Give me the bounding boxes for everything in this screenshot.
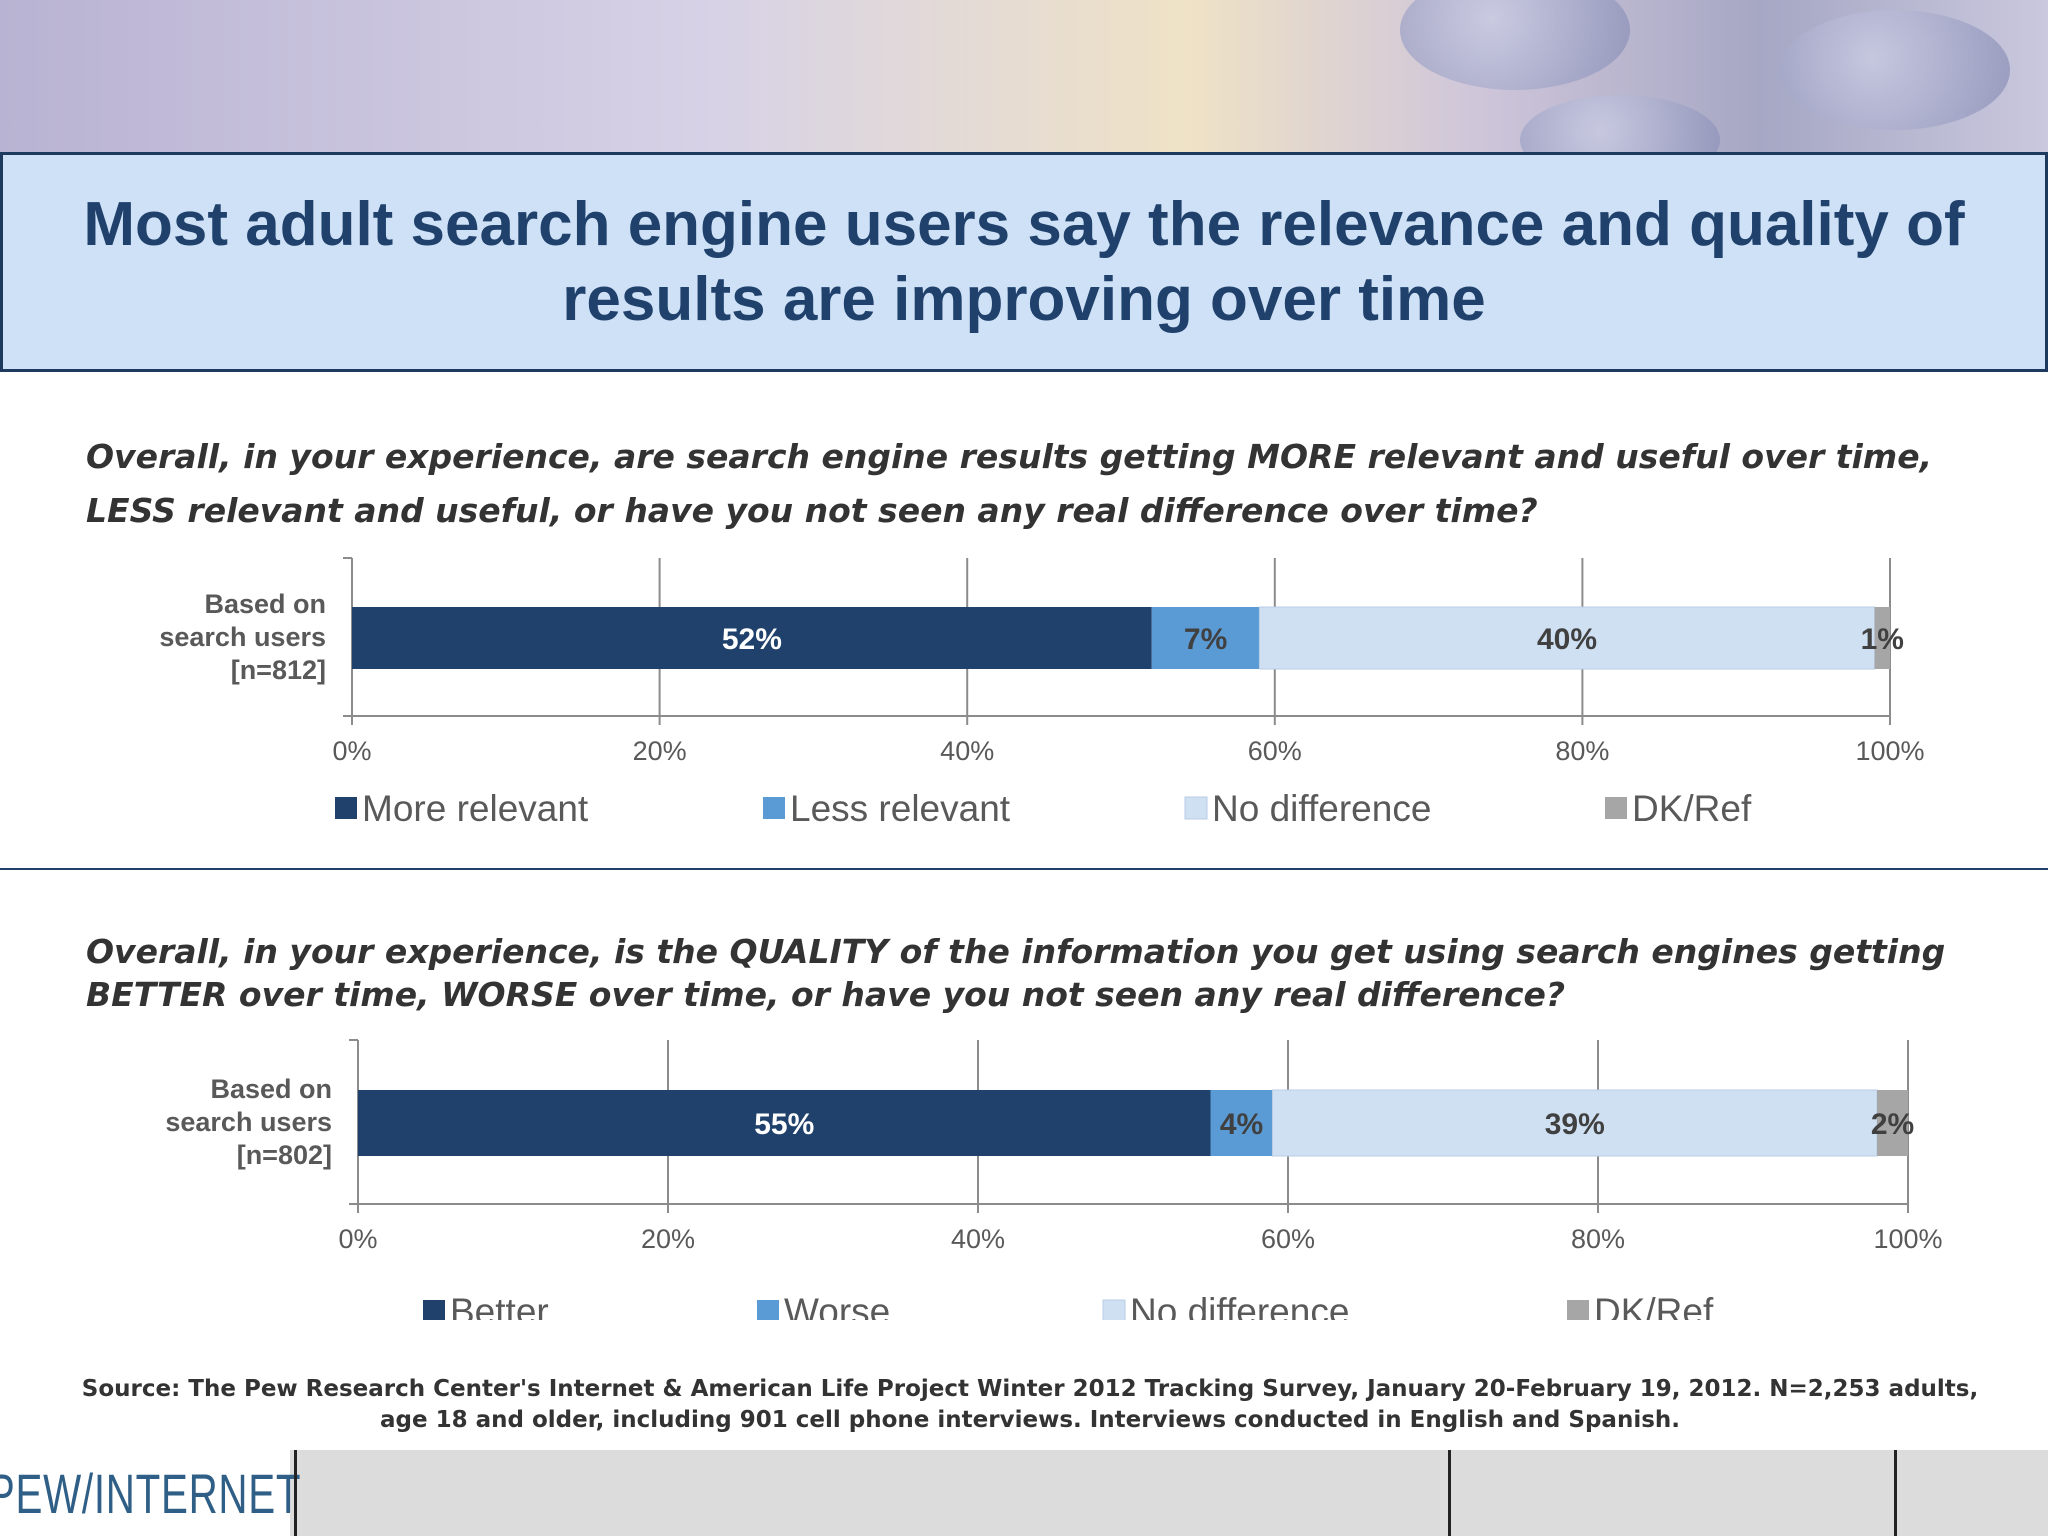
pew-internet-logo: PEW/INTERNET (0, 1461, 302, 1525)
slide-title: Most adult search engine users say the r… (83, 190, 1965, 334)
phone-key-decoration (1400, 0, 1630, 90)
x-tick-label: 20% (633, 736, 687, 766)
x-tick-label: 40% (940, 736, 994, 766)
legend-label: Better (450, 1291, 549, 1320)
legend-label: Less relevant (790, 788, 1011, 829)
x-tick-label: 60% (1261, 1224, 1315, 1254)
bar-segment-dk-ref (1874, 607, 1890, 669)
data-label: 39% (1545, 1108, 1605, 1141)
legend-swatch (1102, 1299, 1126, 1320)
category-label: search users (165, 1107, 332, 1137)
data-label: 2% (1871, 1108, 1914, 1141)
legend-swatch (1567, 1300, 1589, 1320)
logo-cell: PEW/INTERNET (0, 1450, 301, 1536)
data-label: 40% (1537, 623, 1597, 656)
data-label: 55% (754, 1108, 814, 1141)
data-label: 4% (1220, 1108, 1263, 1141)
bar-segment-better (358, 1090, 1211, 1156)
category-label: [n=812] (231, 655, 326, 685)
legend-label: Worse (784, 1291, 890, 1320)
x-tick-label: 80% (1555, 736, 1609, 766)
category-label: [n=802] (237, 1140, 332, 1170)
legend-swatch (757, 1300, 779, 1320)
legend-swatch (335, 797, 357, 819)
x-tick-label: 20% (641, 1224, 695, 1254)
question-2: Overall, in your experience, is the QUAL… (86, 932, 1946, 1014)
legend-label: No difference (1212, 788, 1431, 829)
legend-label: No difference (1130, 1291, 1349, 1320)
legend-swatch (1605, 797, 1627, 819)
legend-label: DK/Ref (1594, 1291, 1714, 1320)
data-label: 7% (1184, 623, 1227, 656)
legend-swatch (423, 1300, 445, 1320)
footer-separator (1894, 1450, 1897, 1536)
phone-key-decoration (1780, 10, 2010, 130)
x-tick-label: 80% (1571, 1224, 1625, 1254)
x-tick-label: 0% (332, 736, 371, 766)
bar-segment-dk-ref (1877, 1090, 1908, 1156)
bar-segment-worse (1210, 1090, 1273, 1156)
legend-label: DK/Ref (1632, 788, 1752, 829)
x-tick-label: 60% (1248, 736, 1302, 766)
bar-segment-more-relevant (352, 607, 1152, 669)
data-label: 1% (1861, 623, 1904, 656)
x-tick-label: 40% (951, 1224, 1005, 1254)
footer-separator (1448, 1450, 1451, 1536)
phone-key-decoration (1520, 95, 1720, 152)
legend-swatch (1184, 796, 1208, 820)
legend-label: More relevant (362, 788, 589, 829)
question-1: Overall, in your experience, are search … (86, 437, 1933, 530)
title-banner: Most adult search engine users say the r… (0, 152, 2048, 372)
category-label: Based on (204, 589, 326, 619)
data-label: 52% (722, 623, 782, 656)
bar-segment-less-relevant (1151, 607, 1260, 669)
header-photo (0, 0, 2048, 152)
footer-bar: PEW/INTERNET (0, 1450, 2048, 1536)
category-label: search users (159, 622, 326, 652)
section-divider (0, 868, 2048, 870)
bar-segment-no-difference (1272, 1089, 1878, 1157)
category-label: Based on (210, 1074, 332, 1104)
x-tick-label: 100% (1873, 1224, 1942, 1254)
legend-swatch (763, 797, 785, 819)
x-tick-label: 0% (338, 1224, 377, 1254)
x-tick-label: 100% (1855, 736, 1924, 766)
bar-segment-no-difference (1258, 606, 1876, 670)
source-note: Source: The Pew Research Center's Intern… (81, 1376, 1979, 1433)
footer-separator (294, 1450, 297, 1536)
